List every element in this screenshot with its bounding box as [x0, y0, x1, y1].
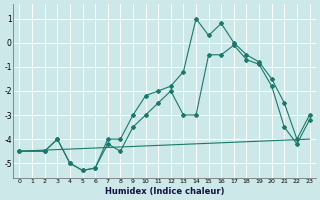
- X-axis label: Humidex (Indice chaleur): Humidex (Indice chaleur): [105, 187, 224, 196]
